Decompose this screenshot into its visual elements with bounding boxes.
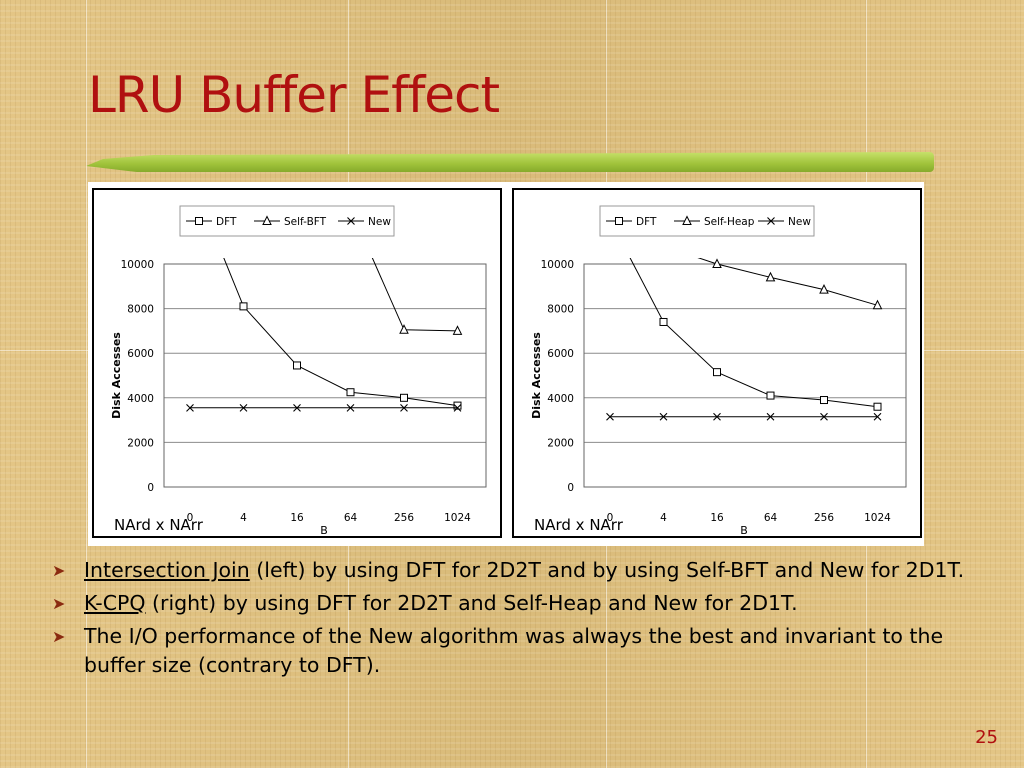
data-point [400,403,408,412]
x-axis-label: B [740,524,748,536]
data-point [186,403,194,412]
data-point [659,412,668,421]
line-chart-left: DFT Self-BFT New 0 2000 4000 6000 8000 10000 0 4 16… [110,205,487,536]
series-line [629,258,878,408]
bullet-list: ➤ Intersection Join (left) by using DFT f… [50,556,990,684]
legend-label: DFT [216,216,237,228]
legend-marker [262,215,272,225]
arrow-bullet-icon: ➤ [52,627,66,646]
legend-label: New [368,216,391,228]
y-axis-label: Disk Accesses [530,332,543,419]
data-point [239,302,248,311]
legend-marker [615,217,623,225]
y-tick-label: 4000 [127,393,154,405]
bullet-text: The I/O performance of the New algorithm… [84,624,944,677]
bullet-text: (right) by using DFT for 2D2T and Self-H… [145,591,798,615]
x-tick-label: 1024 [864,512,891,524]
grid-line [86,0,87,768]
plot-border [583,263,907,488]
series-line [223,258,458,407]
bullet-item-io-performance: ➤ The I/O performance of the New algorith… [50,622,990,680]
bullet-term: Intersection Join [84,558,250,582]
bullet-term: K-CPQ [84,591,146,615]
legend-label: Self-BFT [284,216,327,228]
title-accent-bar [86,152,934,172]
y-tick-label: 6000 [127,348,154,360]
data-point [713,368,721,377]
legend-label: DFT [636,216,657,228]
x-tick-label: 256 [394,512,414,524]
legend-marker [195,217,203,225]
data-point [766,412,775,421]
data-point [713,412,721,421]
legend-marker [347,217,355,225]
y-axis-label: Disk Accesses [110,332,123,419]
legend-marker [682,215,692,225]
data-point [293,403,301,412]
x-tick-label: 4 [660,512,667,524]
plot-border [163,263,487,488]
figure-area: DFT Self-BFT New 0 2000 4000 6000 8000 10000 0 4 16… [88,182,924,546]
data-point [400,393,408,402]
slide-title: LRU Buffer Effect [88,66,500,124]
bullet-item-intersection-join: ➤ Intersection Join (left) by using DFT f… [50,556,990,585]
x-tick-label: 0 [187,512,194,524]
data-point [873,412,882,421]
legend-marker [767,217,775,225]
data-point [346,403,355,412]
x-tick-label: 0 [607,512,614,524]
y-tick-label: 6000 [547,348,574,360]
data-point [712,258,722,268]
x-tick-label: 256 [814,512,834,524]
data-point [819,284,829,294]
data-point [399,324,409,334]
y-tick-label: 8000 [127,304,154,316]
y-tick-label: 0 [147,482,154,494]
x-tick-label: 16 [710,512,724,524]
data-point [820,396,828,405]
data-point [346,388,355,397]
chart-panel-right: DFT Self-Heap New 0 2000 4000 6000 8000 10000 0 4 1… [512,188,922,538]
data-point [453,403,462,412]
chart-caption-right: NArd x NArr [534,516,623,534]
chart-panel-left: DFT Self-BFT New 0 2000 4000 6000 8000 10000 0 4 16… [92,188,502,538]
data-point [293,361,301,370]
data-point [659,317,668,326]
x-tick-label: 4 [240,512,247,524]
y-tick-label: 2000 [547,437,574,449]
legend-label: Self-Heap [704,216,755,228]
data-point [606,412,614,421]
bullet-item-k-cpq: ➤ K-CPQ (right) by using DFT for 2D2T and… [50,589,990,618]
x-tick-label: 16 [290,512,304,524]
data-point [452,325,463,335]
data-point [873,402,882,411]
data-point [766,391,775,400]
y-tick-label: 10000 [121,259,154,271]
data-point [765,271,776,282]
data-point [820,412,828,421]
series-line [697,258,878,306]
x-axis-label: B [320,524,328,536]
legend-label: New [788,216,811,228]
y-tick-label: 4000 [547,393,574,405]
data-point [872,299,883,310]
x-tick-label: 64 [344,512,358,524]
data-point [453,401,462,410]
x-tick-label: 1024 [444,512,471,524]
y-tick-label: 2000 [127,437,154,449]
y-tick-label: 10000 [541,259,574,271]
arrow-bullet-icon: ➤ [52,594,66,613]
bullet-text: (left) by using DFT for 2D2T and by usin… [249,558,965,582]
y-tick-label: 8000 [547,304,574,316]
x-tick-label: 64 [764,512,778,524]
arrow-bullet-icon: ➤ [52,561,66,580]
line-chart-right: DFT Self-Heap New 0 2000 4000 6000 8000 10000 0 4 1… [530,205,907,536]
page-number: 25 [975,727,998,748]
data-point [239,403,248,412]
chart-caption-left: NArd x NArr [114,516,203,534]
y-tick-label: 0 [567,482,574,494]
